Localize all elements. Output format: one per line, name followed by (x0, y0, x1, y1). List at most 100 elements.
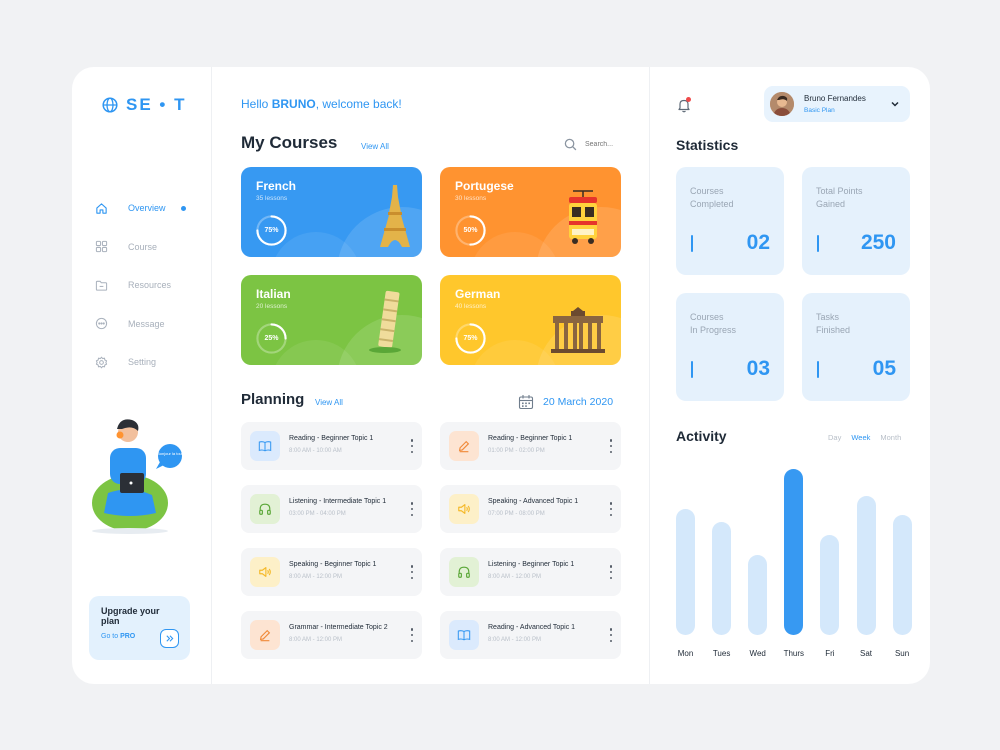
sidebar-item-overview[interactable]: Overview (94, 189, 186, 228)
stat-accent (817, 361, 819, 378)
period-tab-day[interactable]: Day (828, 433, 842, 442)
task-title: Listening - Intermediate Topic 1 (289, 498, 387, 505)
speaker-icon (449, 494, 479, 524)
planning-task-card[interactable]: Reading - Beginner Topic 1 01:00 PM - 02:… (440, 422, 621, 470)
stat-accent (691, 361, 693, 378)
course-lessons: 20 lessons (256, 303, 288, 310)
chevron-down-icon (891, 101, 899, 107)
planning-task-card[interactable]: Reading - Advanced Topic 1 8:00 AM - 12:0… (440, 611, 621, 659)
stat-accent (817, 235, 819, 252)
grid-icon (94, 240, 108, 254)
greeting: Hello BRUNO, welcome back! (241, 97, 402, 111)
activity-bar-sat[interactable] (856, 496, 876, 635)
sidebar-item-setting[interactable]: Setting (94, 343, 186, 382)
activity-title: Activity (676, 428, 727, 444)
progress-label: 75% (264, 227, 279, 234)
planning-task-card[interactable]: Reading - Beginner Topic 1 8:00 AM - 10:0… (241, 422, 422, 470)
go-pro-prefix: Go to (101, 633, 119, 640)
course-card-french[interactable]: French 35 lessons 75% (241, 167, 422, 257)
sidebar-item-course[interactable]: Course (94, 228, 186, 267)
stat-accent (691, 235, 693, 252)
planning-task-card[interactable]: Listening - Intermediate Topic 1 03:00 PM… (241, 485, 422, 533)
search-box[interactable] (564, 138, 621, 151)
logo-text: SE • T (126, 95, 187, 114)
task-title: Reading - Advanced Topic 1 (488, 624, 576, 631)
search-input[interactable] (585, 141, 621, 148)
course-card-italian[interactable]: Italian 20 lessons 25% (241, 275, 422, 365)
greeting-user: BRUNO (271, 97, 316, 111)
period-tabs: Day Week Month (828, 433, 901, 442)
activity-bar-mon[interactable] (676, 509, 695, 635)
day-label: Tues (712, 649, 731, 658)
active-indicator (181, 206, 186, 211)
search-icon (564, 138, 577, 151)
planning-view-all-link[interactable]: View All (315, 398, 343, 407)
home-icon (94, 201, 108, 215)
stat-value: 03 (746, 357, 770, 380)
more-options-icon[interactable] (409, 565, 415, 579)
pisa-tower-icon (369, 290, 401, 353)
stat-card-courses-completed: Courses Completed 02 (676, 167, 784, 275)
planning-task-card[interactable]: Speaking - Beginner Topic 1 8:00 AM - 12:… (241, 548, 422, 596)
task-time: 8:00 AM - 12:00 PM (289, 637, 343, 643)
progress-ring (256, 215, 287, 246)
day-label: Sun (894, 649, 910, 658)
eiffel-tower-icon (380, 185, 410, 247)
sidebar-item-label: Message (128, 318, 165, 329)
stat-label: Courses In Progress (690, 312, 737, 335)
stat-card-tasks-finished: Tasks Finished 05 (802, 293, 910, 401)
stat-label: Total Points Gained (816, 186, 863, 209)
sidebar: SE • T Overview Course Resources (72, 67, 212, 684)
stat-card-total-points: Total Points Gained 250 (802, 167, 910, 275)
bubble-text: Bonjour la tout (157, 451, 184, 456)
task-time: 8:00 AM - 10:00 AM (289, 448, 342, 454)
day-label: Mon (677, 649, 694, 658)
planning-task-card[interactable]: Listening - Beginner Topic 1 8:00 AM - 12… (440, 548, 621, 596)
activity-bar-fri[interactable] (820, 535, 840, 635)
activity-bar-wed[interactable] (748, 555, 768, 635)
planning-title: Planning (241, 391, 305, 408)
more-options-icon[interactable] (608, 565, 614, 579)
date-picker[interactable]: 20 March 2020 (518, 394, 613, 410)
course-name: German (455, 287, 501, 301)
sidebar-item-label: Overview (128, 203, 166, 214)
activity-bar-tues[interactable] (712, 522, 732, 635)
app-window: SE • T Overview Course Resources (72, 67, 930, 684)
period-tab-week[interactable]: Week (851, 433, 871, 442)
task-time: 8:00 AM - 12:00 PM (488, 637, 542, 643)
more-options-icon[interactable] (409, 439, 415, 453)
go-pro-link[interactable]: Go to PRO (101, 633, 135, 640)
stat-value: 02 (746, 231, 770, 254)
notification-dot (686, 97, 691, 102)
more-options-icon[interactable] (608, 628, 614, 642)
task-title: Reading - Beginner Topic 1 (488, 435, 573, 442)
planning-task-card[interactable]: Grammar - Intermediate Topic 2 8:00 AM - … (241, 611, 422, 659)
task-time: 07:00 PM - 08:00 PM (488, 511, 545, 517)
task-time: 8:00 AM - 12:00 PM (488, 574, 542, 580)
more-options-icon[interactable] (608, 502, 614, 516)
sidebar-item-message[interactable]: Message (94, 305, 186, 344)
bell-icon[interactable] (676, 97, 692, 113)
planning-date: 20 March 2020 (543, 396, 614, 408)
course-card-portugese[interactable]: Portugese 30 lessons 50% (440, 167, 621, 257)
task-time: 01:00 PM - 02:00 PM (488, 448, 545, 454)
day-label: Fri (825, 649, 835, 658)
folder-icon (94, 278, 108, 292)
more-options-icon[interactable] (608, 439, 614, 453)
profile-dropdown[interactable]: Bruno Fernandes Basic Plan (764, 86, 910, 122)
tram-icon (569, 190, 597, 244)
student-illustration: Bonjour la tout (92, 419, 184, 534)
sidebar-item-resources[interactable]: Resources (94, 266, 186, 305)
activity-bar-thurs[interactable] (784, 469, 804, 635)
period-tab-month[interactable]: Month (880, 433, 902, 442)
courses-view-all-link[interactable]: View All (361, 142, 389, 151)
book-icon (250, 431, 280, 461)
course-name: Italian (256, 287, 291, 301)
more-options-icon[interactable] (409, 628, 415, 642)
activity-bar-sun[interactable] (892, 515, 912, 635)
more-options-icon[interactable] (409, 502, 415, 516)
upgrade-button[interactable] (160, 629, 179, 648)
logo[interactable]: SE • T (102, 95, 186, 115)
course-card-german[interactable]: German 40 lessons 75% (440, 275, 621, 365)
planning-task-card[interactable]: Speaking - Advanced Topic 1 07:00 PM - 08… (440, 485, 621, 533)
